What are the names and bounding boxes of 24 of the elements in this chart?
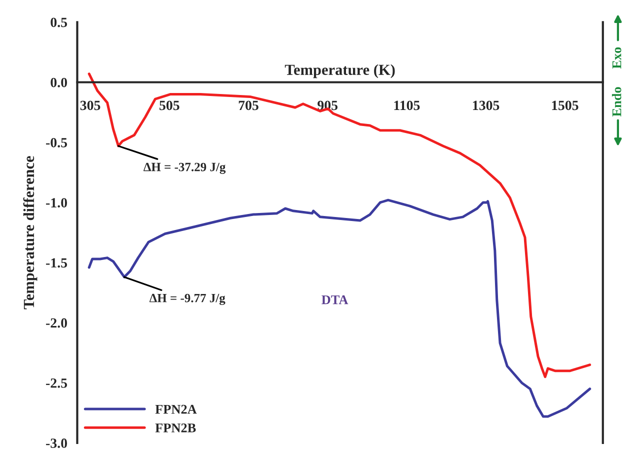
legend-label: FPN2A	[155, 404, 197, 414]
annotation: DTA	[322, 295, 348, 304]
x-tick-label: 1105	[394, 100, 420, 110]
x-tick-label: 705	[238, 100, 258, 110]
line-series	[88, 198, 592, 418]
y-tick-label: -2.0	[46, 318, 67, 328]
x-axis-title: Temperature (K)	[284, 64, 395, 78]
y-tick-label: 0.5	[50, 18, 68, 28]
y-tick-label: -2.5	[46, 378, 68, 388]
annotation: ΔH = -37.29 J/g	[144, 162, 226, 174]
x-tick-label: 1505	[552, 100, 578, 110]
x-tick-label: 505	[160, 100, 180, 110]
x-tick-label: 305	[80, 100, 100, 110]
y-tick-label: 0.0	[50, 78, 67, 88]
y-axis-title: Temperature difference	[23, 156, 38, 310]
legend-label: FPN2B	[155, 423, 196, 432]
y-tick-label: -1.5	[46, 258, 68, 268]
text: Endo	[612, 87, 622, 117]
y-tick-label: -0.5	[46, 138, 68, 148]
y-tick-label: -3.0	[46, 438, 67, 448]
annotation: ΔH = -9.77 J/g	[149, 294, 226, 305]
y-tick-label: -1.0	[46, 198, 67, 208]
x-tick-label: 1305	[473, 100, 500, 110]
text: Exo	[612, 47, 622, 69]
